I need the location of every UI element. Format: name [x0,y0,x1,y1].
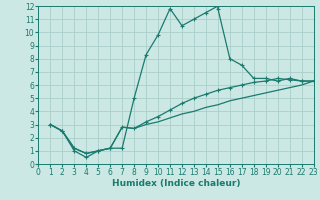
X-axis label: Humidex (Indice chaleur): Humidex (Indice chaleur) [112,179,240,188]
